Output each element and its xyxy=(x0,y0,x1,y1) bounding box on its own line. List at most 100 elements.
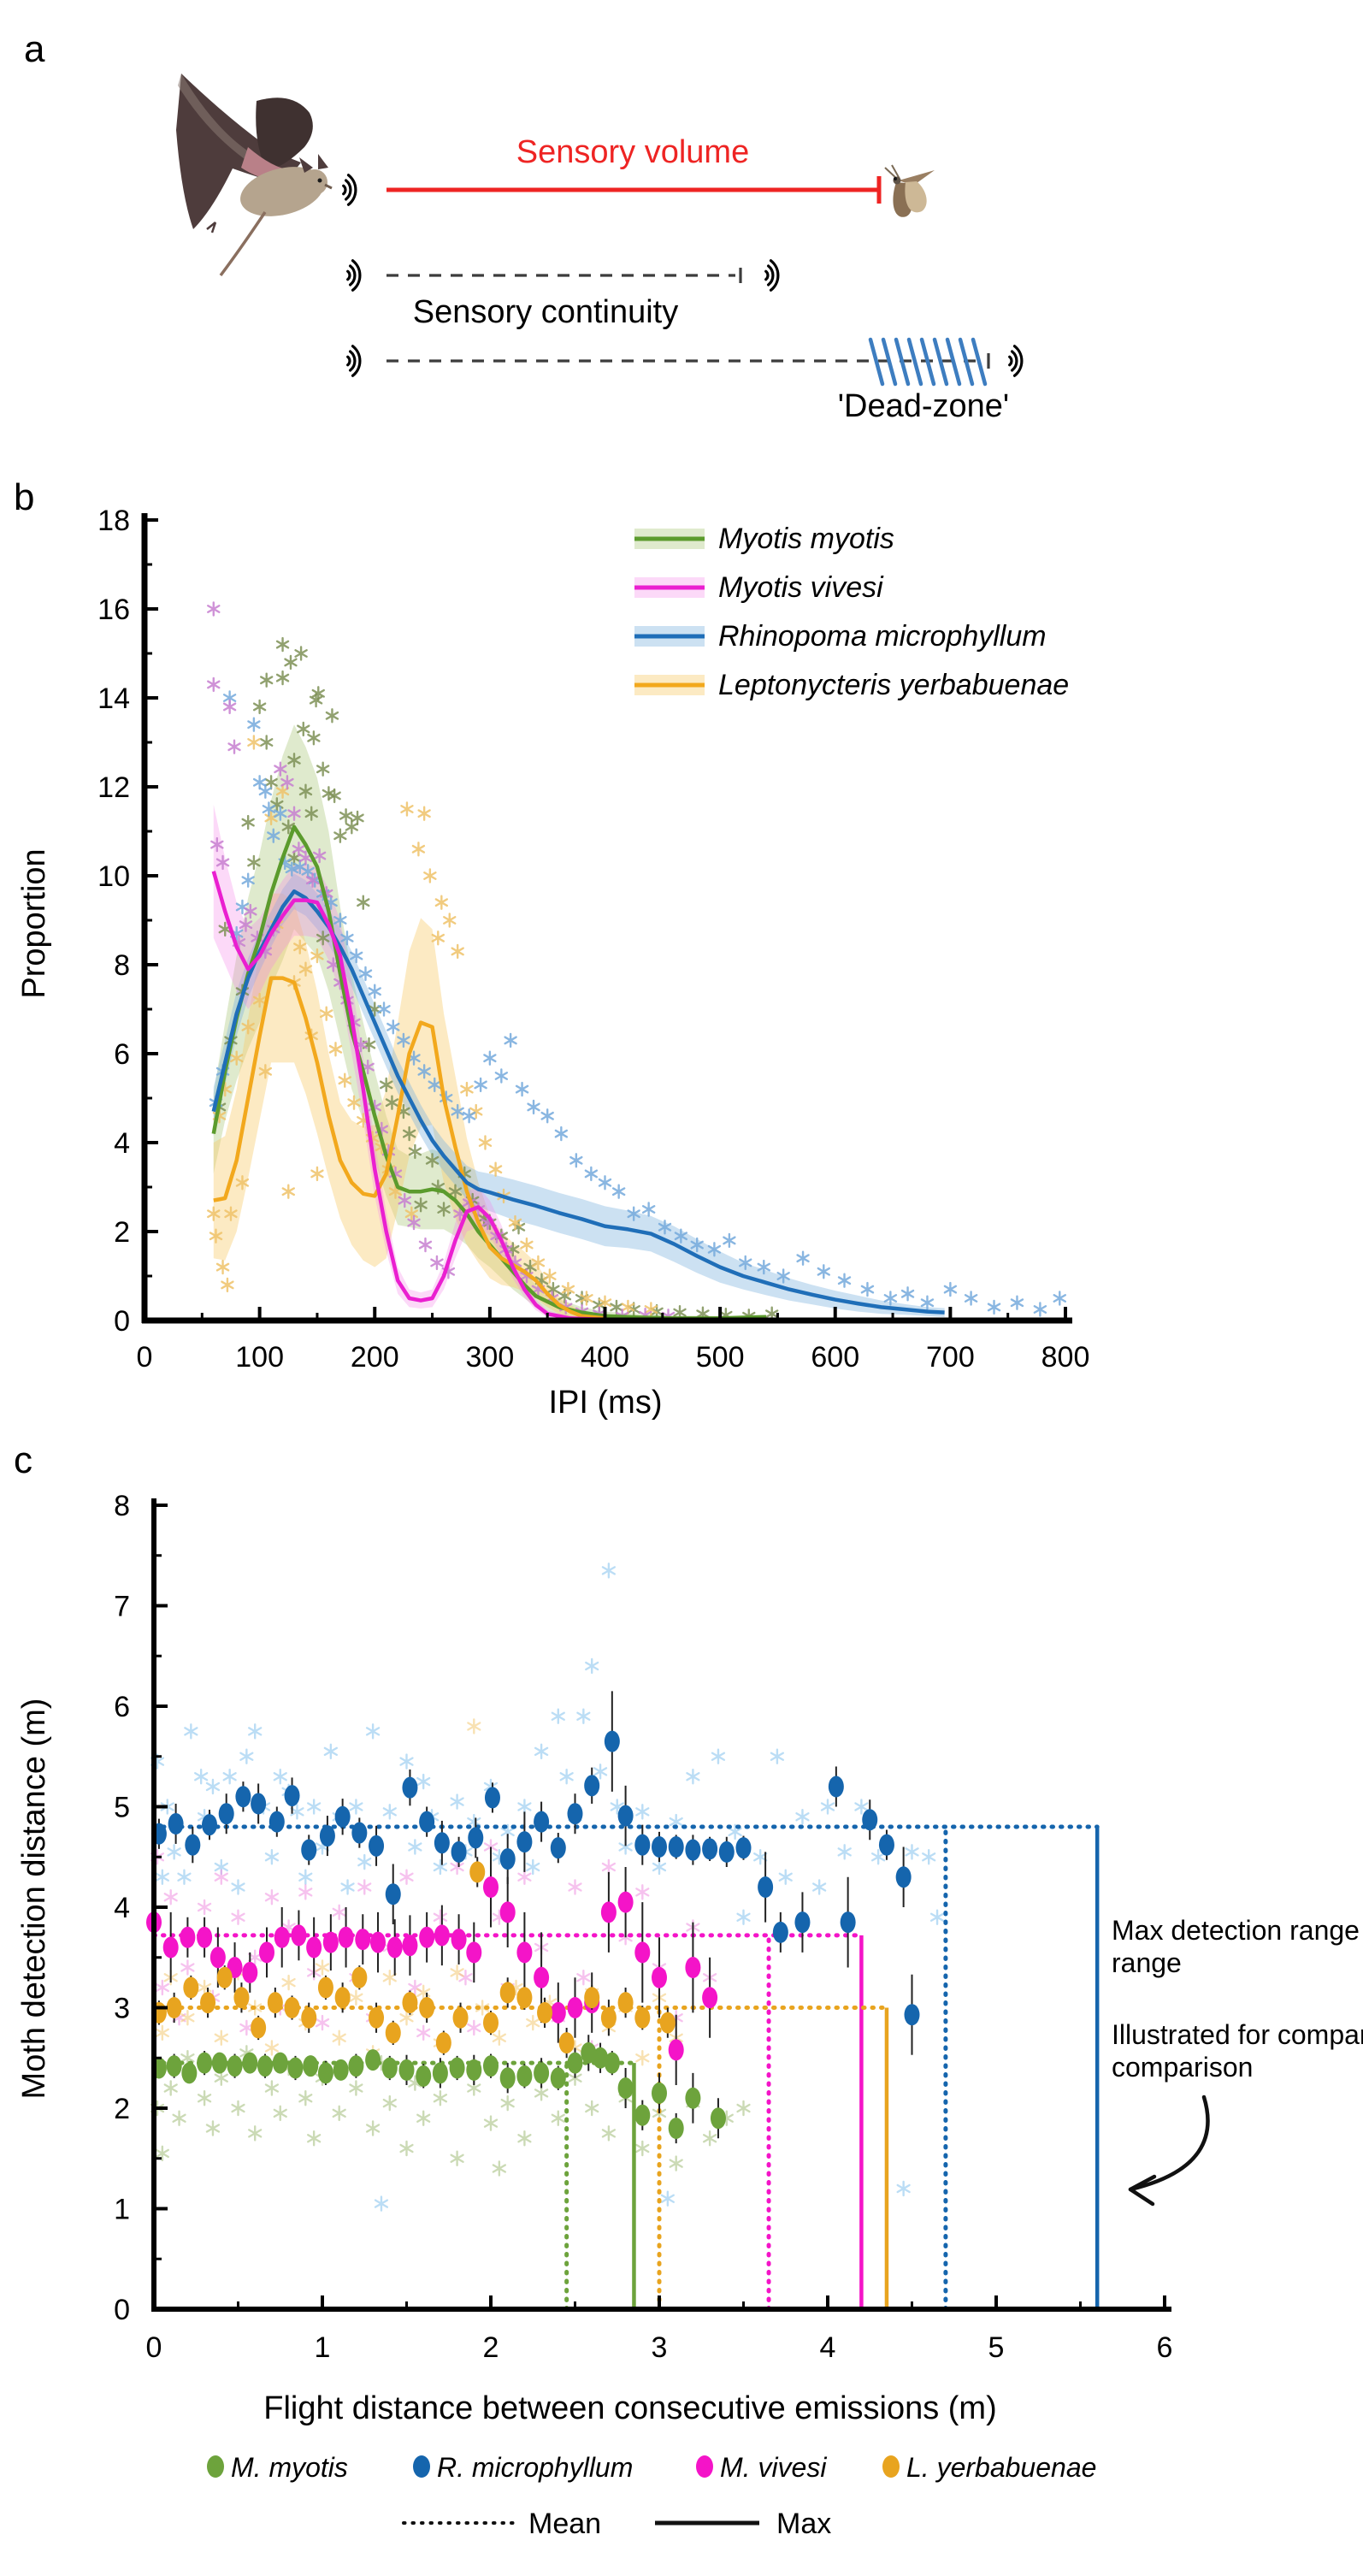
scatter-point xyxy=(284,654,298,671)
scatter-point xyxy=(155,1869,169,1885)
mean-point xyxy=(668,1836,684,1858)
scatter-point xyxy=(365,1723,381,1740)
scatter-point xyxy=(207,601,221,617)
mean-point xyxy=(166,1997,182,2018)
scatter-point xyxy=(860,1281,875,1297)
mean-point xyxy=(287,2057,304,2079)
scatter-point xyxy=(180,2010,195,2026)
scatter-point xyxy=(252,992,267,1008)
scatter-point xyxy=(430,1255,444,1271)
svg-text:0: 0 xyxy=(146,2331,162,2364)
mean-point xyxy=(258,1941,274,1964)
confidence-band xyxy=(213,873,945,1317)
mean-point xyxy=(334,1987,351,2009)
mean-point xyxy=(617,1891,634,1913)
mean-point xyxy=(659,2012,676,2034)
scatter-point xyxy=(248,1723,263,1740)
scatter-point xyxy=(431,931,445,946)
scatter-point xyxy=(311,686,325,701)
scatter-point xyxy=(408,1143,422,1160)
mean-point xyxy=(284,1785,300,1807)
mean-point xyxy=(419,1997,435,2018)
scatter-point xyxy=(307,730,321,746)
svg-text:12: 12 xyxy=(97,771,130,804)
scatter-point xyxy=(214,2029,228,2046)
mean-point xyxy=(369,2006,385,2029)
mean-point xyxy=(617,1992,634,2014)
mean-point xyxy=(419,1811,435,1833)
sound-waves-icon xyxy=(342,174,357,206)
scatter-point xyxy=(267,828,280,843)
scatter-point xyxy=(531,1255,546,1271)
scatter-point xyxy=(398,1192,411,1208)
scatter-point xyxy=(450,1858,464,1876)
scatter-point xyxy=(241,1019,255,1035)
mean-point xyxy=(702,1987,718,2009)
mean-max-legend: Mean Max xyxy=(402,2508,831,2540)
scatter-point xyxy=(920,1295,935,1310)
scatter-point xyxy=(315,1959,330,1976)
scatter-point xyxy=(274,806,287,821)
mean-point xyxy=(634,2006,651,2029)
scatter-point xyxy=(194,1769,209,1785)
panel-c-chart: c 0 1 2 3 4 5 6 0 1 2 3 4 5 6 7 8 M. myotis R. microphyll… xyxy=(14,1439,1363,2540)
mean-point xyxy=(355,1929,371,1951)
panel-b-chart: b 0 100 200 300 400 500 600 700 800 0 2 4 6 8 10 12 14 16… xyxy=(14,476,1089,1421)
scatter-point xyxy=(796,1250,810,1266)
svg-text:14: 14 xyxy=(97,682,130,715)
mean-point xyxy=(828,1775,844,1798)
scatter-point xyxy=(593,1764,608,1780)
svg-text:4: 4 xyxy=(114,1892,130,1924)
scatter-point xyxy=(210,836,224,853)
scatter-point xyxy=(534,1743,549,1760)
mean-point xyxy=(419,1926,435,1948)
scatter-point xyxy=(320,1006,333,1021)
mean-point xyxy=(218,1803,234,1825)
scatter-point xyxy=(167,1844,181,1860)
scatter-point xyxy=(621,1299,635,1315)
svg-text:16: 16 xyxy=(97,594,130,626)
scatter-point xyxy=(964,1291,978,1306)
scatter-point xyxy=(504,1032,517,1049)
scatter-point xyxy=(417,1064,431,1079)
scatter-point xyxy=(274,761,287,777)
mean-point xyxy=(251,2017,267,2039)
scatter-point xyxy=(929,1909,945,1925)
scatter-point xyxy=(280,775,294,790)
scatter-point xyxy=(312,848,327,864)
mean-point xyxy=(202,1814,218,1836)
scatter-point xyxy=(377,1001,391,1017)
mean-point xyxy=(567,2052,583,2074)
scatter-point xyxy=(508,1214,522,1231)
mean-point xyxy=(235,1786,251,1808)
mean-point xyxy=(483,2055,499,2077)
mean-point xyxy=(862,1809,878,1831)
scatter-point xyxy=(475,2000,490,2016)
mean-point xyxy=(385,2022,401,2044)
scatter-point xyxy=(433,1909,448,1925)
scatter-point xyxy=(298,961,313,977)
scatter-point xyxy=(298,2090,313,2106)
mean-point xyxy=(668,2039,684,2061)
scatter-point xyxy=(943,1281,958,1297)
mean-point xyxy=(251,1793,267,1815)
panel-c-x-axis-title: Flight distance between consecutive emis… xyxy=(263,2390,997,2426)
mean-point xyxy=(333,2059,349,2081)
scatter-point xyxy=(540,1108,554,1124)
mean-point xyxy=(432,2062,448,2084)
scatter-point xyxy=(264,2040,280,2056)
scatter-point xyxy=(224,1206,238,1221)
mean-point xyxy=(652,2082,667,2104)
mean-point xyxy=(710,2107,726,2130)
mean-point xyxy=(904,2004,920,2026)
scatter-point xyxy=(328,1042,343,1057)
mean-point xyxy=(634,1941,651,1964)
scatter-point xyxy=(686,1769,700,1785)
scatter-point xyxy=(155,2024,169,2041)
svg-text:400: 400 xyxy=(581,1341,629,1374)
sensory-volume-label: Sensory volume xyxy=(516,134,749,170)
mean-point xyxy=(301,2006,317,2029)
scatter-point xyxy=(568,1879,582,1895)
scatter-point xyxy=(580,1291,593,1306)
